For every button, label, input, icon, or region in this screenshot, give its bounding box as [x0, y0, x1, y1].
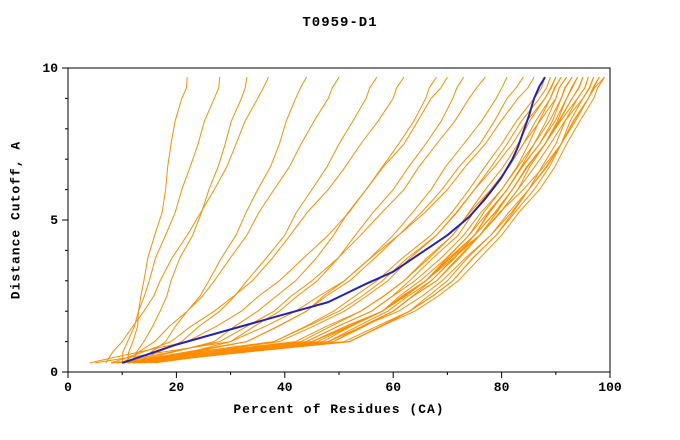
x-tick-label: 80 — [494, 380, 510, 395]
series-line-model-24 — [127, 76, 573, 364]
x-tick-label: 20 — [169, 380, 185, 395]
series-line-model-22 — [111, 76, 568, 364]
y-tick-label: 0 — [50, 365, 58, 380]
series-line-model-11 — [116, 76, 486, 364]
series-line-model-29 — [111, 76, 584, 364]
x-tick-label: 60 — [385, 380, 401, 395]
series-line-model-35 — [149, 76, 600, 364]
series-line-model-09 — [127, 76, 438, 364]
y-tick-label: 10 — [42, 61, 58, 76]
x-axis-label: Percent of Residues (CA) — [233, 402, 445, 417]
series-line-model-03 — [132, 77, 248, 364]
x-tick-label: 40 — [277, 380, 293, 395]
series-line-model-07 — [132, 76, 378, 364]
series-line-model-10 — [143, 76, 465, 364]
x-tick-label: 100 — [598, 380, 622, 395]
series-line-model-36 — [132, 76, 606, 364]
series-line-model-18 — [116, 76, 557, 364]
series-line-model-37 — [154, 76, 605, 364]
series-line-model-02 — [121, 77, 221, 363]
x-tick-label: 0 — [64, 380, 72, 395]
series-line-highlighted-model — [121, 76, 546, 364]
series-line-model-26 — [138, 76, 578, 364]
series-line-model-06 — [121, 76, 340, 364]
series-line-model-15 — [95, 76, 535, 364]
series-line-model-25 — [116, 76, 573, 364]
series-line-model-04 — [105, 76, 269, 364]
y-tick-label: 5 — [50, 213, 58, 228]
series-line-model-31 — [143, 76, 589, 364]
series-line-model-14 — [89, 76, 448, 364]
series-line-model-01 — [127, 77, 188, 363]
series-line-model-05 — [138, 76, 307, 364]
chart-title: T0959-D1 — [302, 15, 378, 31]
series-line-model-20 — [138, 76, 562, 364]
series-line-model-08 — [111, 76, 405, 364]
